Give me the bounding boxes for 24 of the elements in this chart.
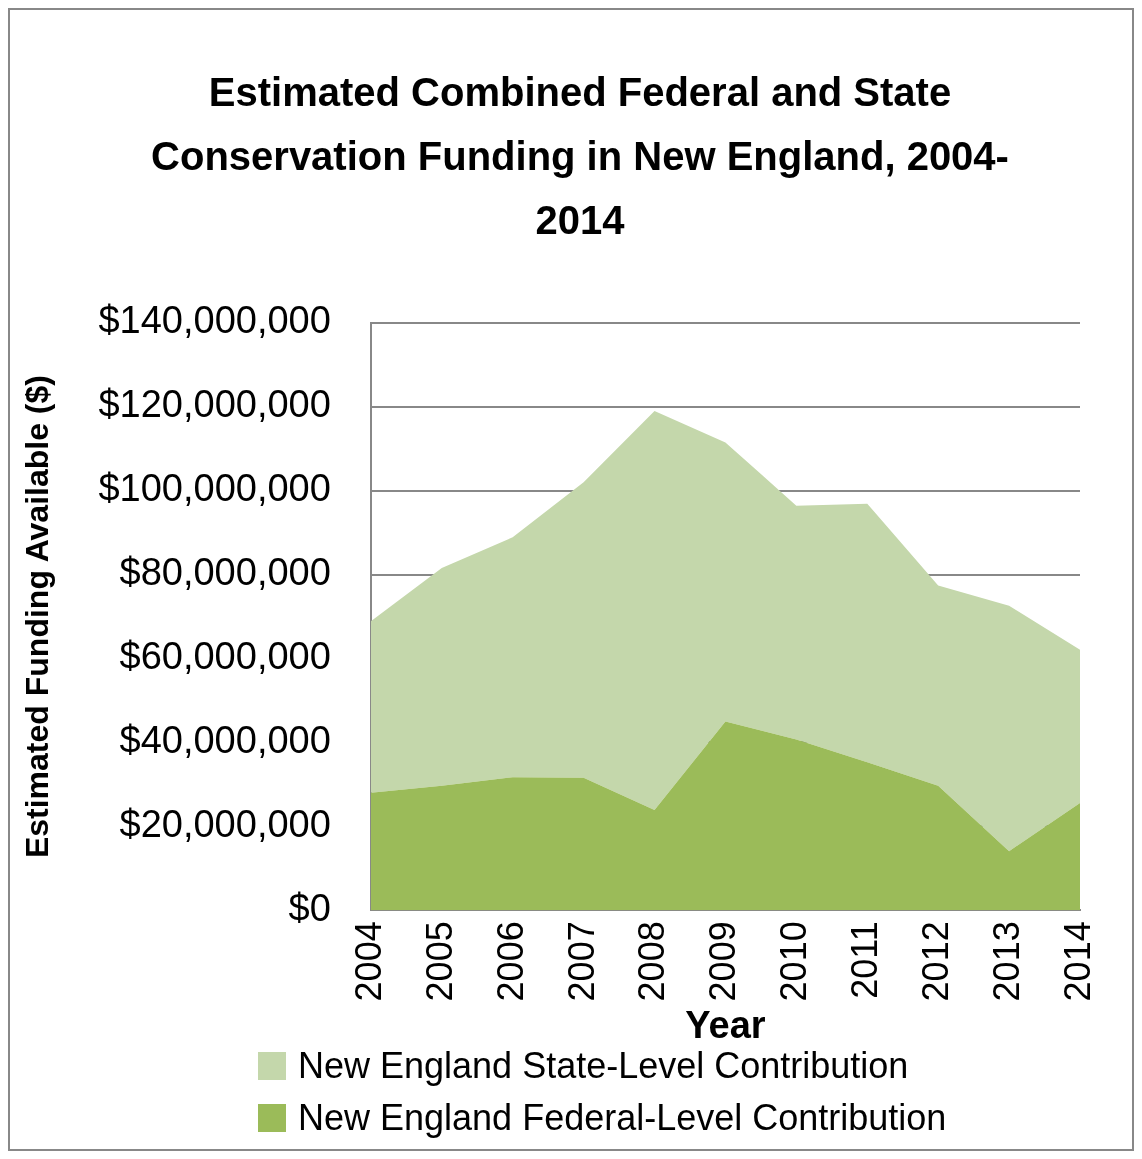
chart-title: Estimated Combined Federal and State Conservation Funding in New England, 2004-2014	[150, 69, 1010, 244]
y-tick-label: $100,000,000	[98, 467, 331, 510]
y-tick-label: $20,000,000	[119, 802, 331, 845]
x-tick-label: 2014	[1056, 921, 1098, 1002]
x-axis-title: Year	[685, 1003, 766, 1046]
x-tick-label: 2008	[631, 921, 673, 1002]
x-tick-label: 2004	[347, 921, 389, 1002]
legend-label: New England Federal-Level Contribution	[298, 1097, 947, 1139]
y-axis-title: Estimated Funding Available ($)	[19, 375, 56, 859]
y-tick-label: $0	[288, 886, 331, 929]
x-tick-label: 2010	[773, 921, 815, 1002]
y-tick-label: $40,000,000	[119, 718, 331, 761]
x-tick-label: 2011	[844, 921, 886, 999]
x-tick-label: 2009	[702, 921, 744, 1002]
x-tick-label: 2006	[489, 921, 531, 1002]
x-tick-label: 2012	[915, 921, 957, 1002]
y-tick-label: $80,000,000	[119, 551, 331, 594]
y-tick-label: $140,000,000	[98, 299, 331, 342]
x-tick-label: 2013	[986, 921, 1028, 1002]
legend-label: New England State-Level Contribution	[298, 1045, 909, 1087]
x-tick-label: 2005	[418, 921, 460, 1002]
y-tick-label: $60,000,000	[119, 635, 331, 678]
y-tick-label: $120,000,000	[98, 383, 331, 426]
x-tick-label: 2007	[560, 921, 602, 1002]
